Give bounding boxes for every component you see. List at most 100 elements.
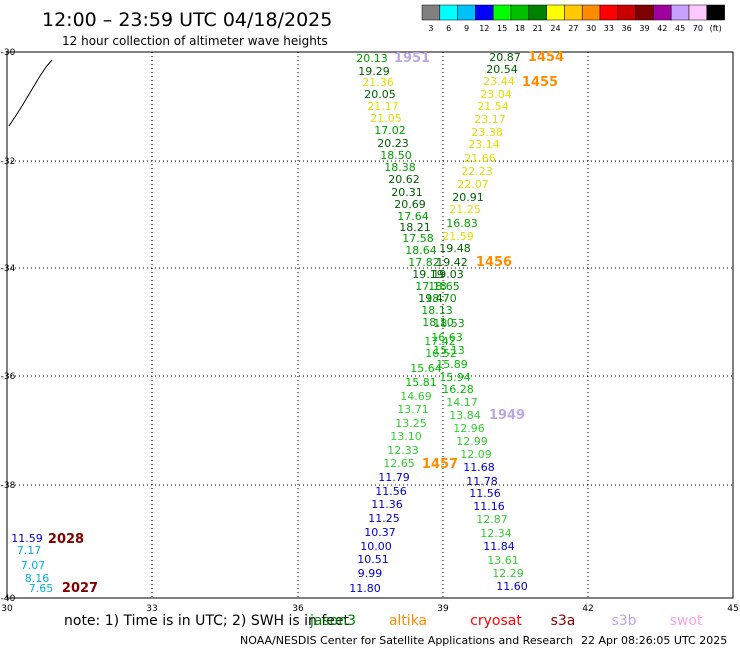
pass-time-label: 1949 [489, 408, 525, 423]
legend-label: 18 [515, 24, 525, 33]
wave-height-value: 12.96 [453, 422, 485, 435]
legend-swatch [688, 4, 708, 21]
legend-swatch [457, 4, 476, 21]
wave-height-value: 18.21 [399, 221, 431, 234]
pass-time-label: 1951 [394, 51, 430, 66]
legend-swatch [492, 4, 512, 21]
wave-height-value: 11.36 [371, 498, 403, 511]
legend-label: 3 [428, 24, 433, 33]
wave-height-value: 11.16 [473, 500, 505, 513]
wave-height-value: 21.59 [442, 230, 474, 243]
wave-height-value: 7.65 [29, 582, 54, 595]
legend-label: 6 [446, 24, 451, 33]
legend-swatch [439, 4, 458, 21]
wave-height-value: 11.56 [469, 487, 501, 500]
legend-swatch [510, 4, 530, 21]
wave-height-value: 21.05 [370, 112, 402, 125]
wave-height-value: 23.17 [474, 113, 506, 126]
wave-height-value: 11.79 [378, 471, 410, 484]
wave-height-value: 15.64 [410, 362, 442, 375]
wave-height-value: 20.13 [356, 52, 388, 65]
wave-height-value: 21.36 [362, 76, 394, 89]
x-tick-label: 33 [146, 604, 157, 614]
wave-height-value: 19.03 [432, 268, 464, 281]
wave-height-value: 22.07 [457, 178, 489, 191]
wave-height-value: 11.80 [349, 582, 381, 595]
pass-time-label: 1455 [522, 75, 558, 90]
wave-height-value: 16.83 [446, 217, 478, 230]
legend-label: 9 [464, 24, 469, 33]
coastline [8, 59, 53, 127]
legend-swatch [421, 4, 441, 21]
wave-height-value: 13.84 [449, 409, 481, 422]
legend-swatch [670, 4, 690, 21]
y-tick-label: -40 [1, 594, 16, 604]
x-tick-label: 45 [727, 604, 738, 614]
x-tick-label: 30 [1, 604, 13, 614]
legend-label: 42 [657, 24, 667, 33]
wave-height-value: 10.37 [364, 526, 396, 539]
wave-height-value: 17.58 [402, 232, 434, 245]
legend-swatch [706, 4, 725, 21]
wave-height-value: 12.87 [476, 513, 508, 526]
wave-height-value: 15.81 [405, 376, 437, 389]
wave-height-value: 11.59 [11, 532, 43, 545]
wave-height-value: 11.84 [483, 540, 515, 553]
wave-height-value: 14.17 [446, 396, 478, 409]
wave-height-value: 20.69 [394, 198, 426, 211]
x-tick-label: 36 [292, 604, 304, 614]
legend-swatch [635, 4, 654, 21]
wave-height-value: 18.53 [433, 317, 465, 330]
wave-height-value: 15.94 [439, 371, 471, 384]
wave-height-value: 8.16 [25, 572, 50, 585]
wave-height-value: 19.29 [358, 65, 390, 78]
y-tick-label: -32 [1, 157, 16, 167]
wave-height-value: 7.14 [0, 0, 12, 3]
wave-height-value: 11.56 [375, 485, 407, 498]
wave-height-value: 18.70 [425, 292, 457, 305]
wave-height-value: 7.17 [17, 544, 42, 557]
wave-height-value: 21.66 [464, 152, 496, 165]
legend-swatch [564, 4, 583, 21]
pass-time-label: 2027 [62, 581, 98, 596]
satellite-name: jason3 [309, 613, 356, 629]
legend-label: 36 [622, 24, 632, 33]
wave-height-value: 15.13 [433, 344, 465, 357]
wave-height-value: 18.10 [422, 316, 454, 329]
wave-height-value: 11.78 [466, 475, 498, 488]
legend-label: (ft) [710, 24, 722, 33]
wave-height-value: 18.50 [380, 149, 412, 162]
wave-height-value: 15.89 [436, 358, 468, 371]
wave-height-value: 16.28 [442, 383, 474, 396]
legend-swatch [546, 4, 565, 21]
wave-height-values: 20.1319.2921.3620.0521.1721.0517.0220.23… [0, 0, 528, 595]
wave-height-value: 12.99 [456, 435, 488, 448]
wave-height-value: 22.23 [461, 165, 493, 178]
legend-label: 30 [586, 24, 596, 33]
legend-label: 27 [568, 24, 578, 33]
wave-height-value: 23.38 [471, 126, 503, 139]
pass-time-label: 2028 [48, 532, 84, 547]
wave-height-value: 19.48 [439, 242, 471, 255]
generated-timestamp: 22 Apr 08:26:05 UTC 2025 [581, 634, 727, 647]
wave-height-value: 17.02 [374, 124, 406, 137]
legend-label: 70 [693, 24, 703, 33]
wave-height-value: 23.44 [483, 75, 515, 88]
plot-frame [6, 51, 734, 599]
wave-height-value: 23.14 [468, 138, 500, 151]
wave-height-value: 19.47 [418, 292, 450, 305]
legend-swatch [617, 4, 636, 21]
wave-height-value: 18.64 [405, 244, 437, 257]
satellite-legend: jason3 altika cryosat s3a s3b swot [309, 613, 703, 629]
wave-height-value: 21.54 [477, 100, 509, 113]
wave-height-value: 17.82 [408, 256, 440, 269]
y-tick-label: -34 [1, 264, 16, 274]
wave-height-value: 11.68 [463, 461, 495, 474]
legend-label: 15 [497, 24, 507, 33]
wave-height-value: 13.25 [395, 417, 427, 430]
legend-swatch [475, 4, 494, 21]
wave-height-value: 19.19 [412, 268, 444, 281]
wave-height-value: 20.91 [452, 191, 484, 204]
